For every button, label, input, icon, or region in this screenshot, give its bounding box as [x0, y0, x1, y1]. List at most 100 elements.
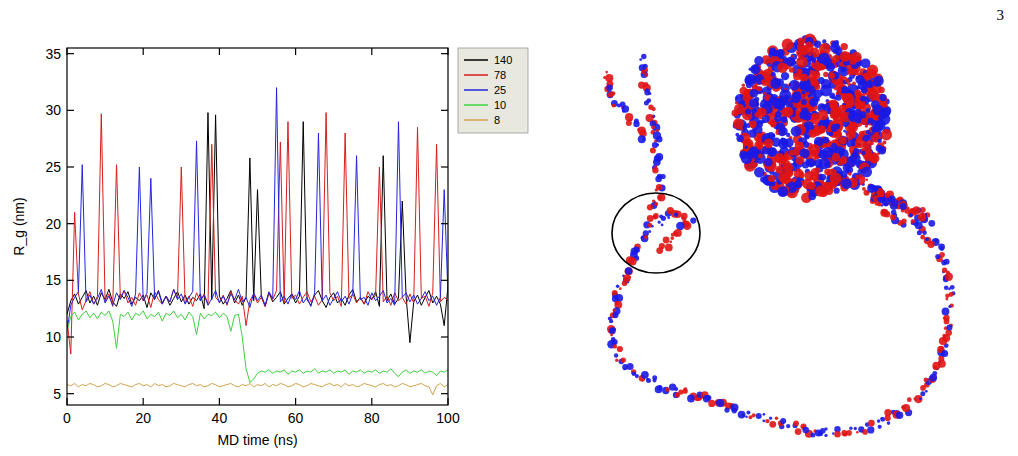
- atom-blob: [811, 58, 816, 63]
- atom-blob: [651, 125, 655, 129]
- legend-box: [458, 48, 528, 133]
- atom-blob: [656, 136, 662, 142]
- atom-blob: [944, 315, 950, 321]
- atom-blob: [800, 74, 808, 82]
- series-line: [67, 88, 448, 332]
- atom-blob: [735, 101, 738, 104]
- atom-blob: [890, 214, 896, 220]
- legend-swatch: [464, 119, 488, 121]
- atom-blob: [644, 235, 648, 239]
- atom-blob: [734, 104, 745, 115]
- y-tick: [67, 336, 74, 337]
- atom-blob: [654, 202, 658, 206]
- atom-blob: [650, 148, 656, 154]
- atom-blob: [656, 184, 662, 190]
- atom-blob: [745, 415, 748, 418]
- atom-blob: [716, 399, 724, 407]
- atom-blob: [641, 379, 643, 381]
- atom-blob: [642, 137, 645, 140]
- atom-blob: [881, 129, 892, 140]
- atom-blob: [848, 111, 859, 122]
- atom-blob: [651, 225, 654, 228]
- legend-swatch: [464, 89, 488, 91]
- atom-blob: [829, 132, 833, 136]
- atom-blob: [841, 43, 848, 50]
- atom-blob: [615, 359, 618, 362]
- x-tick-top: [295, 48, 296, 55]
- atom-blob: [756, 121, 763, 128]
- atom-blob: [925, 390, 928, 393]
- atom-blob: [914, 395, 922, 403]
- y-tick-right: [441, 280, 448, 281]
- atom-blob: [762, 420, 765, 423]
- atom-blob: [876, 145, 883, 152]
- atom-blob: [749, 415, 753, 419]
- y-tick-right: [441, 223, 448, 224]
- atom-blob: [779, 129, 786, 136]
- atom-blob: [910, 209, 914, 213]
- atom-blob: [809, 130, 817, 138]
- atom-blob: [745, 74, 757, 86]
- atom-blob: [840, 156, 847, 163]
- atom-blob: [674, 232, 678, 236]
- atom-blob: [861, 151, 865, 155]
- x-tick: [219, 398, 220, 405]
- atom-blob: [866, 130, 871, 135]
- atom-blob: [802, 162, 809, 169]
- atom-blob: [830, 107, 842, 119]
- atom-blob: [659, 215, 663, 219]
- atom-blob: [765, 419, 769, 423]
- legend-swatch: [464, 104, 488, 106]
- atom-blob: [764, 158, 773, 167]
- atom-blob: [781, 116, 788, 123]
- atom-blob: [852, 138, 856, 142]
- atom-blob: [789, 150, 795, 156]
- atom-blob: [928, 220, 935, 227]
- atom-blob: [641, 236, 645, 240]
- atom-blob: [622, 281, 628, 287]
- atom-blob: [862, 429, 868, 435]
- atom-blob: [862, 167, 873, 178]
- atom-blob: [623, 368, 626, 371]
- y-tick-right: [441, 336, 448, 337]
- atom-blob: [637, 128, 640, 131]
- atom-blob: [678, 390, 683, 395]
- atom-blob: [841, 178, 852, 189]
- atom-blob: [619, 287, 622, 290]
- atom-blob: [848, 172, 852, 176]
- atom-blob: [829, 100, 838, 109]
- atom-blob: [830, 43, 840, 53]
- atom-blob: [641, 70, 645, 74]
- atom-blob: [810, 433, 815, 438]
- atom-blob: [742, 414, 745, 417]
- atom-blob: [811, 113, 818, 120]
- atom-blob: [791, 93, 801, 103]
- atom-blob: [648, 92, 651, 95]
- atom-blob: [776, 78, 784, 86]
- atom-blob: [742, 84, 746, 88]
- atom-blob: [621, 357, 626, 362]
- atom-blob: [852, 69, 858, 75]
- atom-blob: [820, 85, 832, 97]
- atom-blob: [631, 248, 638, 255]
- atom-blob: [614, 353, 618, 357]
- y-tick-label: 25: [45, 159, 61, 175]
- atom-blob: [846, 430, 852, 436]
- x-tick-label: 40: [212, 410, 228, 426]
- legend-label: 78: [494, 69, 506, 81]
- atom-blob: [613, 312, 619, 318]
- atom-blob: [798, 138, 802, 142]
- atom-blob: [681, 213, 688, 220]
- plot-lines: [67, 88, 448, 395]
- atom-blob: [826, 63, 835, 72]
- atom-blob: [868, 420, 875, 427]
- chart: 5101520253035020406080100MD time (ns)R_g…: [11, 46, 528, 448]
- atom-blob: [616, 284, 620, 288]
- y-tick: [67, 53, 74, 54]
- atom-blob: [896, 412, 903, 419]
- atom-blob: [917, 230, 922, 235]
- atom-blob: [741, 152, 753, 164]
- atom-blob: [861, 146, 872, 157]
- atom-blob: [860, 79, 867, 86]
- atom-blob: [847, 82, 851, 86]
